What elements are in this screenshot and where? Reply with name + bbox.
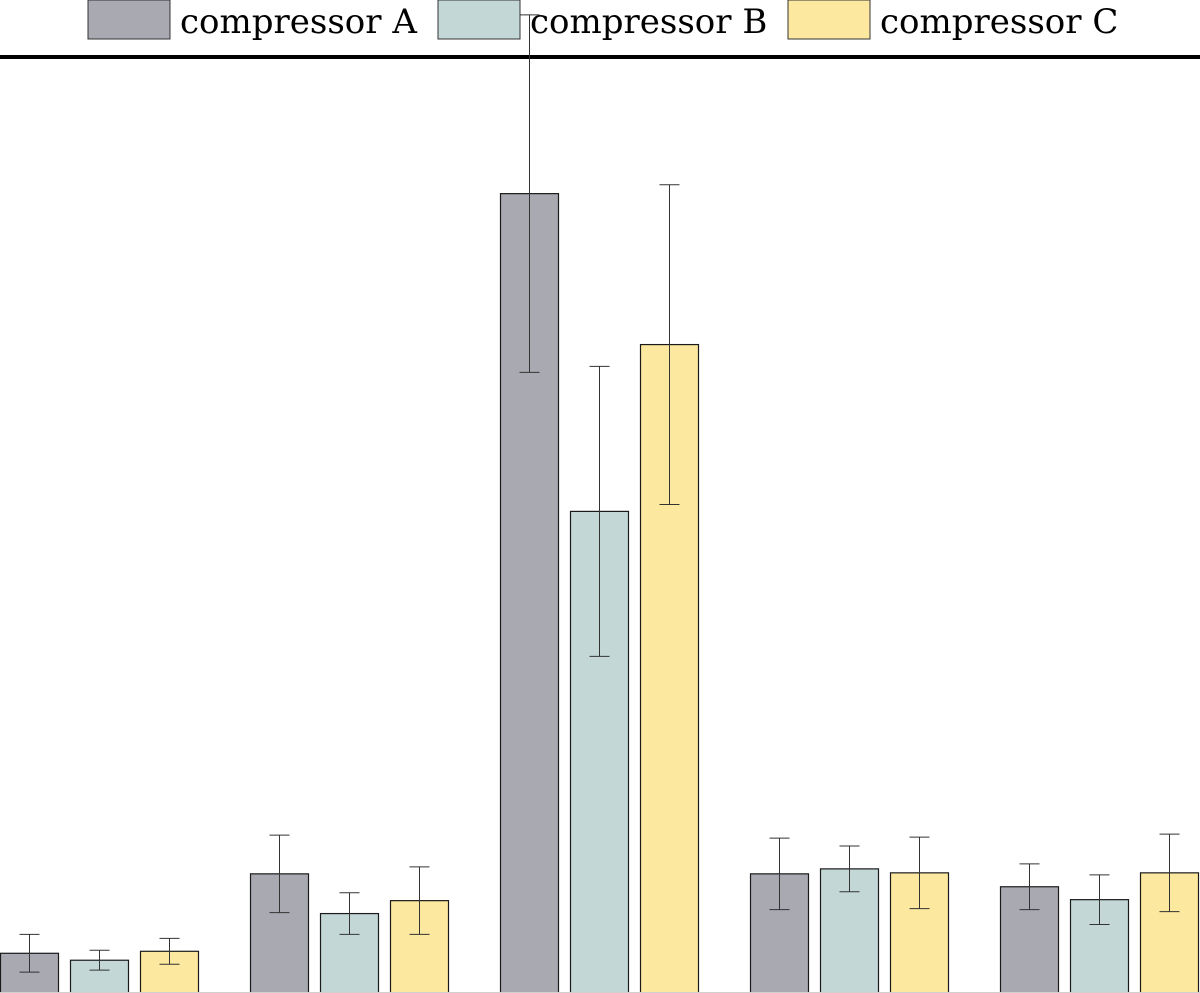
error-bar [409, 866, 430, 935]
legend: compressor A compressor B compressor C [87, 0, 1118, 42]
legend-label: compressor A [180, 2, 417, 42]
error-bar [839, 845, 860, 893]
error-bar [1019, 863, 1040, 911]
error-bar [769, 837, 790, 911]
error-bar [519, 14, 540, 373]
error-bar [89, 949, 110, 971]
bars [0, 14, 1200, 993]
error-bar [589, 365, 610, 657]
legend-swatch [787, 0, 871, 40]
error-bar [19, 933, 40, 973]
error-bar [339, 892, 360, 935]
error-bar [269, 834, 290, 914]
error-bar [1159, 833, 1180, 913]
legend-label: compressor B [530, 2, 767, 42]
legend-swatch [437, 0, 521, 40]
error-bar [1089, 874, 1110, 925]
error-bar [659, 184, 680, 505]
legend-swatch [87, 0, 171, 40]
error-bar [909, 836, 930, 910]
error-bar [159, 937, 180, 965]
legend-label: compressor C [880, 2, 1118, 42]
